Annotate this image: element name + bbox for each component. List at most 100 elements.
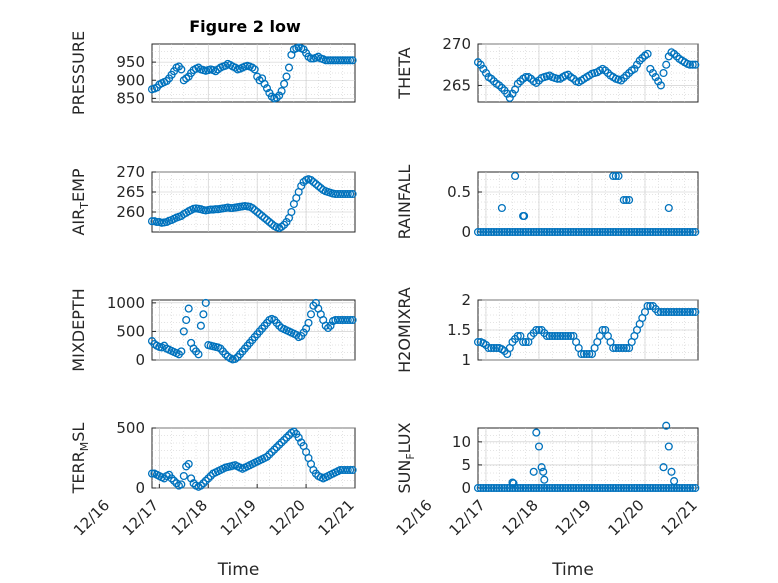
data-point bbox=[680, 483, 689, 493]
y-tick-label: 0 bbox=[135, 351, 145, 369]
data-point bbox=[619, 195, 628, 205]
data-point bbox=[497, 483, 506, 493]
data-point bbox=[622, 227, 631, 237]
panel-third-left: 0 500 1000 MIXDEPTH bbox=[69, 288, 357, 372]
data-point bbox=[539, 467, 548, 476]
data-point bbox=[184, 304, 193, 313]
data-point bbox=[199, 310, 208, 319]
data-point bbox=[574, 483, 583, 493]
data-point bbox=[672, 307, 681, 317]
data-point bbox=[177, 65, 186, 74]
data-point bbox=[484, 343, 493, 353]
data-point bbox=[484, 483, 493, 493]
data-point bbox=[569, 483, 578, 493]
data-point bbox=[277, 438, 286, 447]
data-point bbox=[662, 307, 671, 317]
data-point bbox=[558, 227, 567, 237]
data-point bbox=[614, 227, 623, 237]
data-point bbox=[537, 483, 546, 493]
data-point bbox=[473, 337, 483, 347]
data-point bbox=[284, 63, 294, 72]
data-point bbox=[260, 79, 269, 88]
data-point bbox=[272, 443, 281, 452]
data-point bbox=[487, 74, 496, 83]
data-point bbox=[558, 483, 567, 493]
data-point bbox=[346, 465, 355, 475]
data-point bbox=[495, 483, 504, 493]
data-point bbox=[688, 60, 697, 69]
data-point bbox=[282, 433, 291, 442]
data-point bbox=[187, 474, 196, 483]
data-point bbox=[691, 227, 700, 237]
data-point bbox=[688, 227, 697, 237]
data-point bbox=[643, 483, 652, 493]
data-point bbox=[492, 483, 501, 493]
data-series bbox=[147, 298, 357, 364]
data-point bbox=[262, 452, 272, 461]
data-point bbox=[609, 227, 618, 237]
y-tick-label: 0 bbox=[135, 479, 145, 497]
data-point bbox=[201, 476, 210, 485]
y-axis-label: TERRMSL bbox=[69, 423, 91, 495]
data-point bbox=[553, 483, 562, 493]
data-point bbox=[595, 227, 604, 237]
data-point bbox=[297, 181, 306, 191]
data-point bbox=[500, 483, 509, 493]
data-point bbox=[250, 205, 259, 215]
data-point bbox=[545, 227, 554, 237]
data-point bbox=[306, 175, 316, 185]
data-point bbox=[179, 327, 188, 336]
data-point bbox=[479, 483, 488, 493]
data-point bbox=[640, 483, 650, 493]
data-point bbox=[473, 483, 483, 493]
data-point bbox=[204, 474, 213, 483]
x-axis-label: Time bbox=[551, 560, 594, 580]
data-series bbox=[473, 421, 700, 493]
data-point bbox=[662, 483, 671, 493]
data-point bbox=[654, 227, 663, 237]
data-point bbox=[326, 321, 335, 330]
data-point bbox=[248, 203, 257, 213]
data-point bbox=[508, 227, 517, 237]
data-point bbox=[495, 227, 504, 237]
data-point bbox=[667, 467, 676, 476]
data-point bbox=[611, 483, 620, 493]
data-point bbox=[343, 465, 352, 475]
data-point bbox=[667, 307, 676, 317]
data-point bbox=[622, 483, 631, 493]
y-axis-label: PRESSURE bbox=[69, 31, 88, 115]
data-point bbox=[513, 227, 522, 237]
data-point bbox=[529, 227, 538, 237]
y-tick-label: 270 bbox=[442, 35, 471, 53]
data-point bbox=[625, 483, 634, 493]
data-point bbox=[585, 349, 594, 359]
data-point bbox=[611, 171, 620, 181]
data-point bbox=[622, 195, 631, 205]
data-point bbox=[497, 203, 506, 213]
data-point bbox=[476, 227, 485, 237]
data-point bbox=[627, 227, 636, 237]
y-axis-label: THETA bbox=[395, 47, 414, 99]
data-point bbox=[664, 483, 673, 493]
data-point bbox=[614, 483, 623, 493]
data-point bbox=[683, 307, 692, 317]
data-point bbox=[659, 463, 668, 472]
data-point bbox=[603, 68, 612, 78]
data-point bbox=[306, 54, 316, 63]
data-point bbox=[267, 447, 276, 457]
data-point bbox=[595, 483, 604, 493]
data-point bbox=[513, 331, 522, 341]
y-tick-label: 260 bbox=[116, 203, 145, 221]
data-point bbox=[519, 227, 528, 237]
data-point bbox=[524, 227, 533, 237]
data-point bbox=[579, 349, 589, 359]
data-point bbox=[534, 442, 544, 451]
data-point bbox=[646, 64, 655, 73]
data-point bbox=[545, 331, 554, 341]
data-series bbox=[147, 427, 357, 491]
y-tick-label: 900 bbox=[116, 71, 145, 89]
data-point bbox=[275, 91, 284, 100]
data-point bbox=[656, 227, 665, 237]
data-point bbox=[680, 307, 689, 317]
